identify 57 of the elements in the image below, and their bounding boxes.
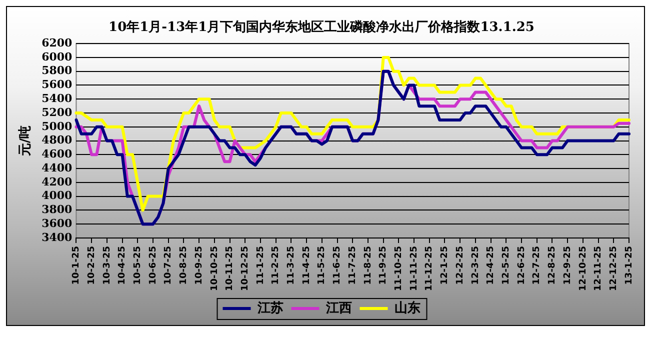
x-tick-label: 11-11-25 [409,246,420,292]
x-tick-label: 11-10-25 [394,246,404,292]
x-tick-label: 12-5-25 [502,246,512,285]
x-tick-label: 11-2-25 [271,246,282,285]
x-tick-label: 11-8-25 [363,246,374,285]
x-tick-label: 10-2-25 [86,246,97,285]
y-tick-label: 3800 [42,203,73,216]
x-tick-label: 12-6-25 [516,246,527,285]
x-tick-label: 10-6-25 [148,246,158,285]
x-tick-label: 10-5-25 [132,246,143,285]
x-tick-label: 12-12-25 [608,246,619,292]
x-tick-label: 10-11-25 [225,246,236,292]
x-tick-label: 13-1-25 [624,246,634,285]
x-tick-label: 10-7-25 [164,246,174,285]
x-tick-label: 11-9-25 [378,246,389,285]
y-tick-label: 5000 [42,120,73,133]
x-tick-label: 11-3-25 [286,246,297,285]
x-tick-label: 11-7-25 [348,246,358,285]
x-tick-label: 12-2-25 [455,246,466,285]
x-tick-label: 10-12-25 [240,246,250,292]
y-tick-label: 4400 [42,161,73,174]
x-tick-label: 10-1-25 [72,246,82,285]
x-tick-label: 11-5-25 [317,246,328,285]
y-tick-label: 3400 [42,230,73,244]
x-tick-label: 11-4-25 [302,246,312,285]
x-tick-label: 10-3-25 [102,246,112,285]
x-tick-label: 10-10-25 [210,246,220,292]
y-tick-label: 4600 [42,148,73,161]
x-tick-label: 12-9-25 [562,246,573,285]
y-tick-label: 4800 [42,134,73,147]
y-tick-label: 6000 [42,50,73,64]
x-tick-label: 12-7-25 [532,246,542,285]
x-tick-label: 12-3-25 [470,246,481,285]
x-tick-label: 12-1-25 [440,246,450,285]
x-tick-label: 12-10-25 [578,246,588,292]
y-tick-label: 5400 [42,92,73,105]
y-tick-label: 5600 [42,78,73,92]
x-tick-label: 11-1-25 [256,246,266,285]
x-tick-label: 12-4-25 [486,246,496,285]
legend-label: 江西 [324,300,352,316]
x-tick-label: 10-9-25 [194,246,204,285]
x-tick-label: 11-6-25 [332,246,343,285]
y-tick-label: 5200 [42,106,73,119]
x-tick-label: 12-11-25 [594,246,604,292]
legend-label: 江苏 [256,300,284,316]
y-tick-label: 3600 [42,216,73,230]
x-tick-label: 10-4-25 [118,246,128,285]
legend-label: 山东 [394,300,420,316]
y-tick-label: 5800 [42,64,73,78]
y-tick-label: 4000 [42,189,73,202]
y-tick-label: 6200 [42,36,73,50]
x-tick-label: 12-8-25 [548,246,558,285]
y-axis-title: 元/吨 [18,125,34,158]
y-tick-label: 4200 [42,175,73,188]
chart-title: 10年1月-13年1月下旬国内华东地区工业磷酸净水出厂价格指数13.1.25 [108,19,534,36]
x-tick-label: 10-8-25 [179,246,190,285]
x-tick-label: 11-12-25 [424,246,435,292]
